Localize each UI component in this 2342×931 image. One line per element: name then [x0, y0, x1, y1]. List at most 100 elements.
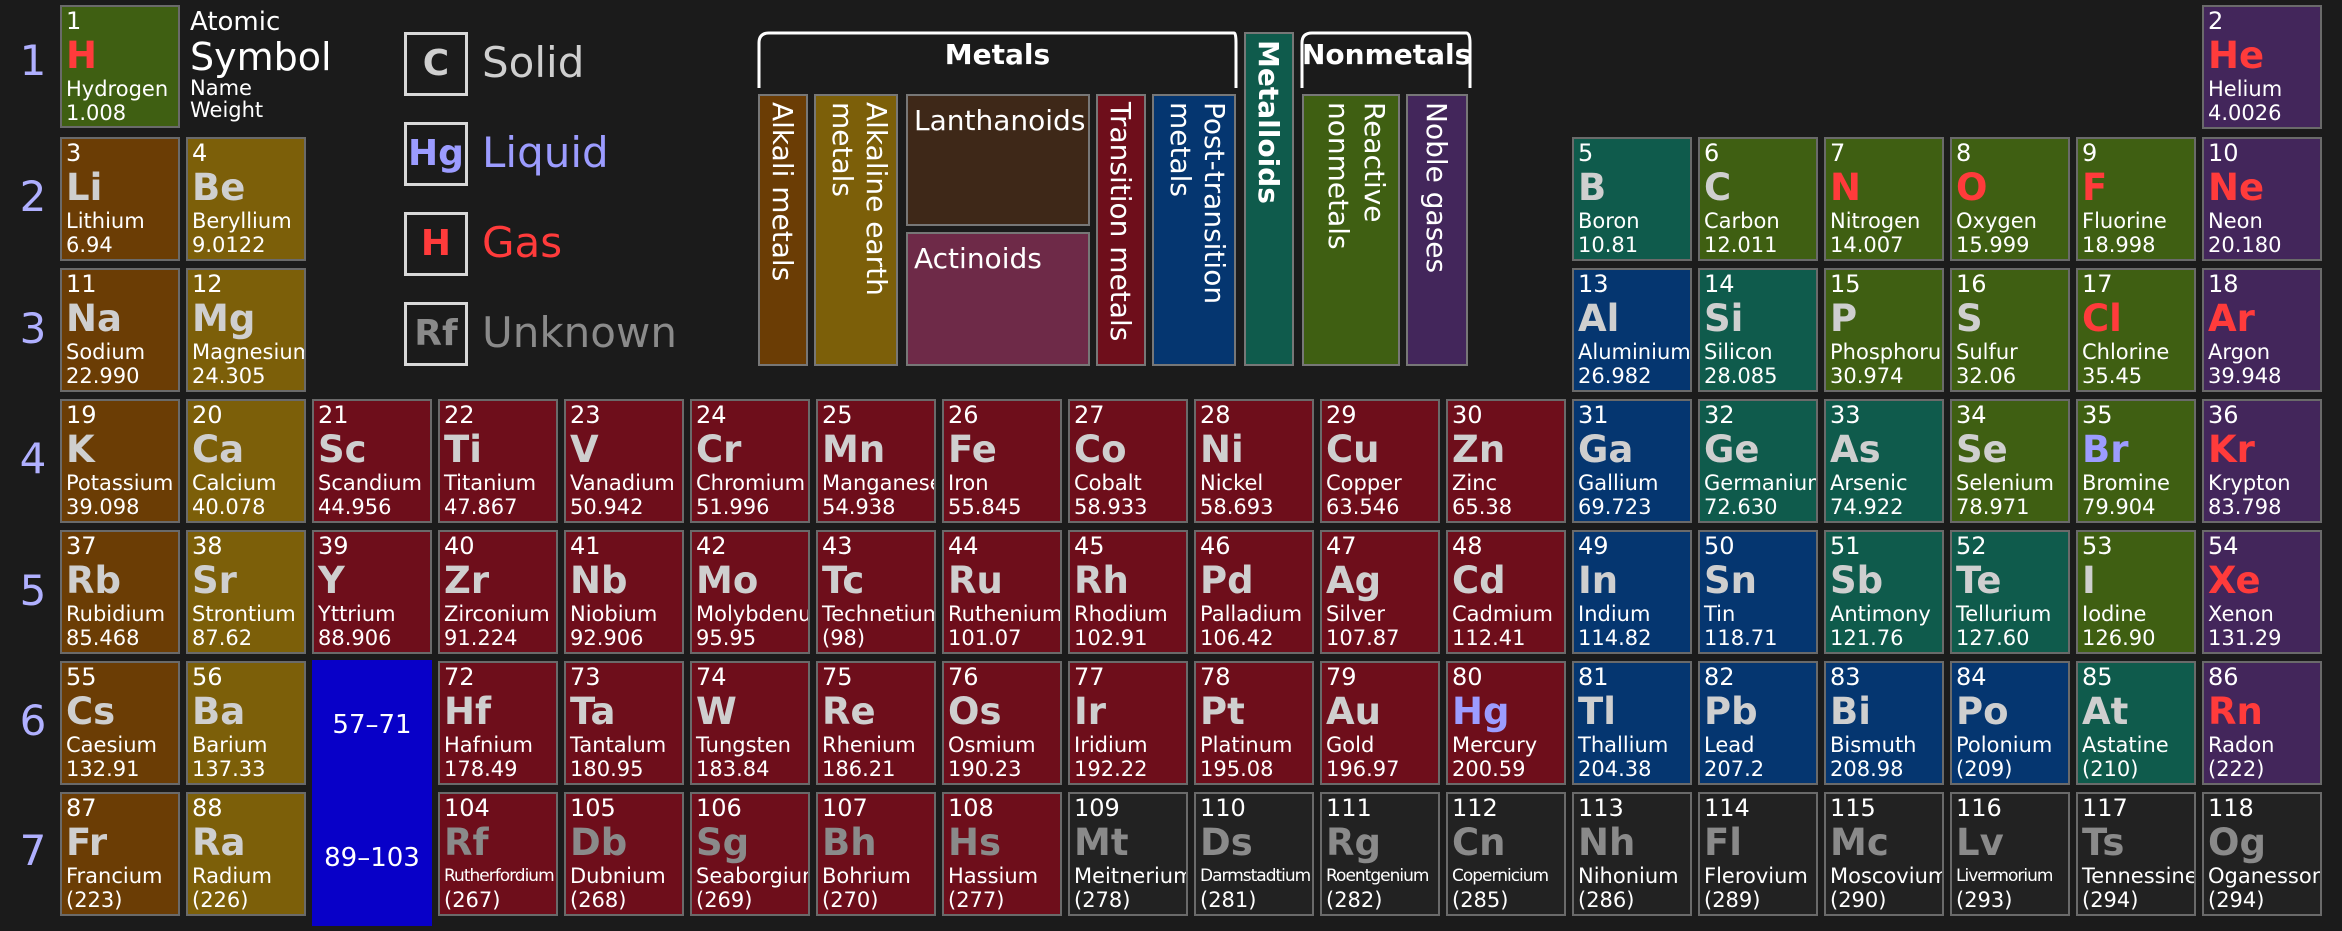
element-cell-livermorium[interactable]: 116 Lv Livermorium (293) [1950, 792, 2070, 916]
element-cell-titanium[interactable]: 22 Ti Titanium 47.867 [438, 399, 558, 523]
element-cell-krypton[interactable]: 36 Kr Krypton 83.798 [2202, 399, 2322, 523]
element-cell-scandium[interactable]: 21 Sc Scandium 44.956 [312, 399, 432, 523]
element-cell-polonium[interactable]: 84 Po Polonium (209) [1950, 661, 2070, 785]
element-cell-yttrium[interactable]: 39 Y Yttrium 88.906 [312, 530, 432, 654]
element-cell-astatine[interactable]: 85 At Astatine (210) [2076, 661, 2196, 785]
element-cell-silicon[interactable]: 14 Si Silicon 28.085 [1698, 268, 1818, 392]
element-cell-argon[interactable]: 18 Ar Argon 39.948 [2202, 268, 2322, 392]
element-cell-radium[interactable]: 88 Ra Radium (226) [186, 792, 306, 916]
actinide-range-cell[interactable]: 89–103 [312, 790, 432, 926]
element-cell-magnesium[interactable]: 12 Mg Magnesium 24.305 [186, 268, 306, 392]
element-cell-bismuth[interactable]: 83 Bi Bismuth 208.98 [1824, 661, 1944, 785]
element-cell-moscovium[interactable]: 115 Mc Moscovium (290) [1824, 792, 1944, 916]
element-cell-tantalum[interactable]: 73 Ta Tantalum 180.95 [564, 661, 684, 785]
element-cell-thallium[interactable]: 81 Tl Thallium 204.38 [1572, 661, 1692, 785]
element-cell-roentgenium[interactable]: 111 Rg Roentgenium (282) [1320, 792, 1440, 916]
element-cell-rhodium[interactable]: 45 Rh Rhodium 102.91 [1068, 530, 1188, 654]
element-cell-germanium[interactable]: 32 Ge Germanium 72.630 [1698, 399, 1818, 523]
element-cell-chlorine[interactable]: 17 Cl Chlorine 35.45 [2076, 268, 2196, 392]
element-cell-sodium[interactable]: 11 Na Sodium 22.990 [60, 268, 180, 392]
element-cell-rubidium[interactable]: 37 Rb Rubidium 85.468 [60, 530, 180, 654]
element-cell-silver[interactable]: 47 Ag Silver 107.87 [1320, 530, 1440, 654]
element-cell-tungsten[interactable]: 74 W Tungsten 183.84 [690, 661, 810, 785]
element-cell-nickel[interactable]: 28 Ni Nickel 58.693 [1194, 399, 1314, 523]
category-reactive-nonmetals[interactable]: Reactive nonmetals [1302, 94, 1400, 366]
element-cell-palladium[interactable]: 46 Pd Palladium 106.42 [1194, 530, 1314, 654]
element-cell-hafnium[interactable]: 72 Hf Hafnium 178.49 [438, 661, 558, 785]
element-cell-bohrium[interactable]: 107 Bh Bohrium (270) [816, 792, 936, 916]
element-cell-copper[interactable]: 29 Cu Copper 63.546 [1320, 399, 1440, 523]
category-post-transition-metals[interactable]: Post-transition metals [1152, 94, 1236, 366]
element-cell-boron[interactable]: 5 B Boron 10.81 [1572, 137, 1692, 261]
element-cell-hydrogen[interactable]: 1 H Hydrogen 1.008 [60, 5, 180, 128]
element-cell-meitnerium[interactable]: 109 Mt Meitnerium (278) [1068, 792, 1188, 916]
element-cell-gold[interactable]: 79 Au Gold 196.97 [1320, 661, 1440, 785]
element-cell-calcium[interactable]: 20 Ca Calcium 40.078 [186, 399, 306, 523]
element-cell-iridium[interactable]: 77 Ir Iridium 192.22 [1068, 661, 1188, 785]
element-cell-beryllium[interactable]: 4 Be Beryllium 9.0122 [186, 137, 306, 261]
element-cell-oganesson[interactable]: 118 Og Oganesson (294) [2202, 792, 2322, 916]
element-cell-fluorine[interactable]: 9 F Fluorine 18.998 [2076, 137, 2196, 261]
element-cell-niobium[interactable]: 41 Nb Niobium 92.906 [564, 530, 684, 654]
element-cell-gallium[interactable]: 31 Ga Gallium 69.723 [1572, 399, 1692, 523]
category-noble-gases[interactable]: Noble gases [1406, 94, 1468, 366]
element-cell-zirconium[interactable]: 40 Zr Zirconium 91.224 [438, 530, 558, 654]
element-cell-helium[interactable]: 2 He Helium 4.0026 [2202, 5, 2322, 129]
element-cell-xenon[interactable]: 54 Xe Xenon 131.29 [2202, 530, 2322, 654]
category-lanthanoids[interactable]: Lanthanoids [906, 94, 1090, 226]
element-cell-antimony[interactable]: 51 Sb Antimony 121.76 [1824, 530, 1944, 654]
element-cell-arsenic[interactable]: 33 As Arsenic 74.922 [1824, 399, 1944, 523]
element-cell-lead[interactable]: 82 Pb Lead 207.2 [1698, 661, 1818, 785]
element-cell-iodine[interactable]: 53 I Iodine 126.90 [2076, 530, 2196, 654]
element-cell-oxygen[interactable]: 8 O Oxygen 15.999 [1950, 137, 2070, 261]
element-cell-sulfur[interactable]: 16 S Sulfur 32.06 [1950, 268, 2070, 392]
element-cell-molybdenum[interactable]: 42MoMolybdenum95.95 [690, 530, 810, 654]
category-alkaline-earth-metals[interactable]: Alkaline earth metals [814, 94, 898, 366]
element-cell-bromine[interactable]: 35 Br Bromine 79.904 [2076, 399, 2196, 523]
element-cell-seaborgium[interactable]: 106 Sg Seaborgium (269) [690, 792, 810, 916]
element-cell-osmium[interactable]: 76 Os Osmium 190.23 [942, 661, 1062, 785]
element-cell-nitrogen[interactable]: 7 N Nitrogen 14.007 [1824, 137, 1944, 261]
element-cell-selenium[interactable]: 34 Se Selenium 78.971 [1950, 399, 2070, 523]
category-actinoids[interactable]: Actinoids [906, 232, 1090, 366]
element-cell-francium[interactable]: 87 Fr Francium (223) [60, 792, 180, 916]
category-transition-metals[interactable]: Transition metals [1096, 94, 1146, 366]
element-cell-mercury[interactable]: 80 Hg Mercury 200.59 [1446, 661, 1566, 785]
element-cell-lithium[interactable]: 3 Li Lithium 6.94 [60, 137, 180, 261]
element-cell-cobalt[interactable]: 27 Co Cobalt 58.933 [1068, 399, 1188, 523]
element-cell-strontium[interactable]: 38 Sr Strontium 87.62 [186, 530, 306, 654]
lanthanide-range-cell[interactable]: 57–71 [312, 660, 432, 790]
element-cell-phosphorus[interactable]: 15 P Phosphorus 30.974 [1824, 268, 1944, 392]
element-cell-indium[interactable]: 49 In Indium 114.82 [1572, 530, 1692, 654]
element-cell-carbon[interactable]: 6 C Carbon 12.011 [1698, 137, 1818, 261]
element-cell-cadmium[interactable]: 48 Cd Cadmium 112.41 [1446, 530, 1566, 654]
element-cell-dubnium[interactable]: 105 Db Dubnium (268) [564, 792, 684, 916]
element-cell-ruthenium[interactable]: 44 Ru Ruthenium 101.07 [942, 530, 1062, 654]
element-cell-manganese[interactable]: 25 Mn Manganese 54.938 [816, 399, 936, 523]
element-cell-tin[interactable]: 50 Sn Tin 118.71 [1698, 530, 1818, 654]
atomic-number: 44 [948, 532, 979, 560]
element-cell-platinum[interactable]: 78 Pt Platinum 195.08 [1194, 661, 1314, 785]
element-cell-barium[interactable]: 56 Ba Barium 137.33 [186, 661, 306, 785]
element-cell-flerovium[interactable]: 114 Fl Flerovium (289) [1698, 792, 1818, 916]
element-cell-tennessine[interactable]: 117 Ts Tennessine (294) [2076, 792, 2196, 916]
element-cell-neon[interactable]: 10 Ne Neon 20.180 [2202, 137, 2322, 261]
element-cell-aluminium[interactable]: 13 Al Aluminium 26.982 [1572, 268, 1692, 392]
element-cell-technetium[interactable]: 43 Tc Technetium (98) [816, 530, 936, 654]
element-cell-copernicium[interactable]: 112 Cn Copernicium (285) [1446, 792, 1566, 916]
element-cell-zinc[interactable]: 30 Zn Zinc 65.38 [1446, 399, 1566, 523]
element-cell-radon[interactable]: 86 Rn Radon (222) [2202, 661, 2322, 785]
category-alkali-metals[interactable]: Alkali metals [758, 94, 808, 366]
element-cell-rhenium[interactable]: 75 Re Rhenium 186.21 [816, 661, 936, 785]
element-cell-vanadium[interactable]: 23 V Vanadium 50.942 [564, 399, 684, 523]
element-cell-nihonium[interactable]: 113 Nh Nihonium (286) [1572, 792, 1692, 916]
element-cell-potassium[interactable]: 19 K Potassium 39.098 [60, 399, 180, 523]
category-metalloids[interactable]: Metalloids [1244, 32, 1294, 366]
element-cell-chromium[interactable]: 24 Cr Chromium 51.996 [690, 399, 810, 523]
element-cell-darmstadtium[interactable]: 110 Ds Darmstadtium (281) [1194, 792, 1314, 916]
element-cell-tellurium[interactable]: 52 Te Tellurium 127.60 [1950, 530, 2070, 654]
element-cell-rutherfordium[interactable]: 104 Rf Rutherfordium (267) [438, 792, 558, 916]
element-cell-caesium[interactable]: 55 Cs Caesium 132.91 [60, 661, 180, 785]
element-cell-iron[interactable]: 26 Fe Iron 55.845 [942, 399, 1062, 523]
element-cell-hassium[interactable]: 108 Hs Hassium (277) [942, 792, 1062, 916]
